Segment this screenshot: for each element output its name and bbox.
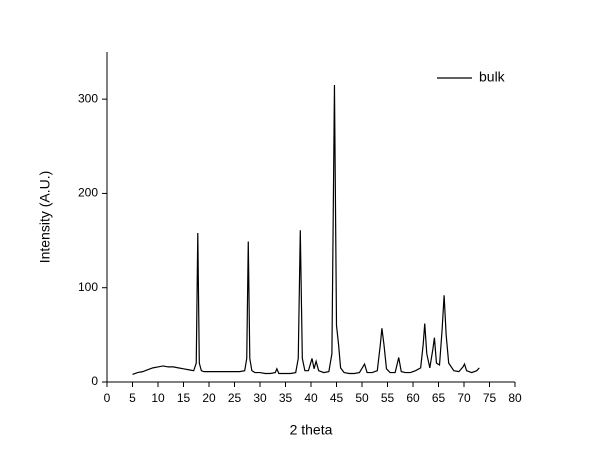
x-tick-label: 10 [151,391,165,405]
y-tick-label: 0 [91,374,98,388]
x-tick-label: 70 [457,391,471,405]
x-tick-label: 40 [304,391,318,405]
x-tick-label: 75 [483,391,497,405]
x-axis-label: 2 theta [290,422,333,438]
x-tick-label: 20 [202,391,216,405]
x-tick-label: 65 [432,391,446,405]
x-tick-label: 15 [177,391,191,405]
legend-label: bulk [479,69,506,85]
x-tick-label: 45 [330,391,344,405]
x-tick-label: 60 [406,391,420,405]
y-axis-label: Intensity (A.U.) [37,171,53,264]
x-tick-label: 25 [228,391,242,405]
y-tick-label: 200 [78,186,98,200]
x-tick-label: 30 [253,391,267,405]
x-tick-label: 35 [279,391,293,405]
x-tick-label: 80 [508,391,522,405]
x-tick-label: 50 [355,391,369,405]
y-tick-label: 300 [78,91,98,105]
x-tick-label: 5 [129,391,136,405]
x-tick-label: 55 [381,391,395,405]
line-series [132,84,480,376]
y-tick-label: 100 [78,280,98,294]
x-tick-label: 0 [104,391,111,405]
